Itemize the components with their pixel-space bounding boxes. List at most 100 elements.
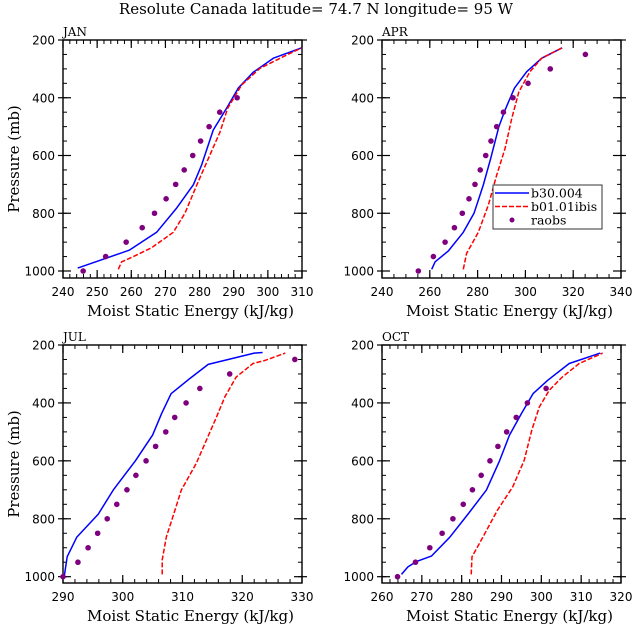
plot-frame — [381, 39, 622, 279]
legend-label: b01.01ibis — [531, 199, 597, 214]
raobs-point — [123, 239, 129, 245]
raobs-point — [493, 123, 500, 130]
panel-jan: JAN 240 250 260 270 280 290 300 310 200 400 600 800 1… — [5, 25, 313, 320]
x-tick-label: 310 — [291, 285, 314, 299]
raobs-point — [234, 94, 240, 101]
x-tick-label: 300 — [514, 285, 537, 299]
raobs-point — [412, 559, 419, 566]
panel-label: JAN — [61, 25, 87, 39]
x-axis-label: Moist Static Energy (kJ/kg) — [87, 302, 294, 320]
raobs-point — [582, 51, 589, 58]
y-axis-label: Pressure (mb) — [5, 410, 23, 518]
raobs-point — [162, 429, 169, 435]
y-tick-label: 1000 — [24, 570, 55, 584]
y-tick-label: 400 — [32, 91, 55, 105]
raobs-point — [482, 152, 489, 159]
x-tick-label: 280 — [188, 285, 211, 299]
b30-004-line — [77, 47, 302, 269]
raobs-point — [133, 472, 139, 479]
x-tick-label: 260 — [120, 285, 143, 299]
raobs-point — [439, 530, 445, 537]
raobs-point — [152, 443, 159, 450]
raobs-point — [151, 210, 158, 217]
plot-frame — [381, 344, 622, 584]
raobs-point — [216, 109, 223, 115]
raobs-point — [488, 138, 494, 144]
raobs-point — [543, 385, 549, 392]
raobs-point — [487, 458, 493, 464]
raobs-point — [143, 458, 149, 464]
y-tick-label: 1000 — [24, 265, 55, 279]
b01-01ibis-line — [117, 47, 302, 270]
panels: JAN 240 250 260 270 280 290 300 310 200 400 600 800 1… — [5, 25, 632, 625]
x-tick-label: 270 — [410, 590, 433, 604]
y-tick-label: 400 — [351, 91, 374, 105]
raobs-point — [495, 443, 501, 450]
x-tick-label: 320 — [231, 590, 254, 604]
y-tick-label: 600 — [351, 454, 374, 468]
x-tick-label: 300 — [530, 590, 553, 604]
raobs-point — [139, 224, 146, 231]
raobs-point — [75, 559, 81, 566]
raobs-point — [503, 429, 510, 435]
x-tick-label: 260 — [371, 590, 394, 604]
b01-01ibis-line — [462, 47, 563, 270]
b30-004-line — [431, 47, 563, 270]
x-tick-label: 340 — [610, 285, 633, 299]
b30-004-line — [400, 352, 601, 575]
raobs-point — [460, 501, 467, 508]
panel-jul: JUL 290 300 310 320 330 200 400 600 800 1000 Moist … — [5, 330, 313, 625]
y-tick-label: 400 — [351, 396, 374, 410]
x-tick-label: 320 — [610, 590, 633, 604]
y-tick-label: 1000 — [343, 570, 374, 584]
raobs-point — [442, 239, 448, 245]
x-tick-label: 290 — [222, 285, 245, 299]
x-tick-label: 250 — [86, 285, 109, 299]
raobs-point — [80, 268, 86, 274]
x-tick-label: 300 — [256, 285, 279, 299]
raobs-point — [524, 400, 531, 406]
y-tick-label: 600 — [32, 149, 55, 163]
raobs-point — [94, 530, 101, 537]
raobs-point — [415, 268, 422, 274]
raobs-point — [478, 472, 484, 479]
raobs-point — [226, 371, 233, 377]
raobs-point — [181, 167, 188, 173]
x-tick-label: 290 — [52, 590, 75, 604]
x-tick-label: 320 — [562, 285, 585, 299]
raobs-point — [183, 400, 189, 406]
raobs-point — [163, 196, 169, 202]
panel-oct: OCT 260 270 280 290 300 310 320 200 400 600 800 1000… — [343, 330, 632, 625]
b01-01ibis-line — [161, 352, 286, 575]
y-tick-label: 600 — [351, 149, 374, 163]
legend-marker-swatch — [509, 217, 515, 223]
panel-label: APR — [381, 25, 409, 39]
y-axis-label: Pressure (mb) — [5, 105, 23, 213]
x-tick-label: 280 — [450, 590, 473, 604]
raobs-point — [85, 544, 91, 551]
y-tick-label: 800 — [351, 207, 374, 221]
y-tick-label: 200 — [351, 34, 374, 48]
raobs-point — [430, 253, 437, 260]
x-tick-label: 300 — [111, 590, 134, 604]
raobs-point — [124, 487, 130, 493]
x-tick-label: 270 — [154, 285, 177, 299]
raobs-point — [197, 138, 204, 144]
x-tick-label: 240 — [371, 285, 394, 299]
panel-label: OCT — [382, 330, 409, 344]
raobs-point — [102, 253, 109, 260]
raobs-point — [113, 501, 120, 508]
b30-004-line — [63, 351, 263, 577]
y-tick-label: 200 — [351, 339, 374, 353]
x-axis-label: Moist Static Energy (kJ/kg) — [406, 607, 613, 625]
x-tick-label: 260 — [418, 285, 441, 299]
y-tick-label: 800 — [351, 512, 374, 526]
raobs-point — [513, 414, 520, 421]
plot-frame — [62, 39, 303, 279]
x-tick-label: 240 — [52, 285, 75, 299]
x-axis-label: Moist Static Energy (kJ/kg) — [87, 607, 294, 625]
x-tick-label: 280 — [466, 285, 489, 299]
plot-frame — [62, 344, 303, 584]
raobs-point — [189, 152, 196, 159]
raobs-point — [60, 573, 66, 580]
